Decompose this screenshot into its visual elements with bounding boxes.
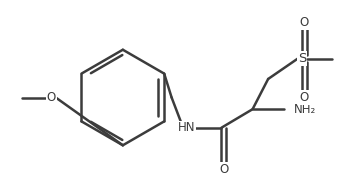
Text: O: O bbox=[219, 163, 228, 176]
Text: O: O bbox=[300, 16, 309, 29]
Text: HN: HN bbox=[178, 121, 195, 134]
Text: O: O bbox=[47, 91, 56, 104]
Text: O: O bbox=[300, 91, 309, 104]
Text: S: S bbox=[298, 52, 306, 65]
Text: NH₂: NH₂ bbox=[293, 103, 316, 116]
